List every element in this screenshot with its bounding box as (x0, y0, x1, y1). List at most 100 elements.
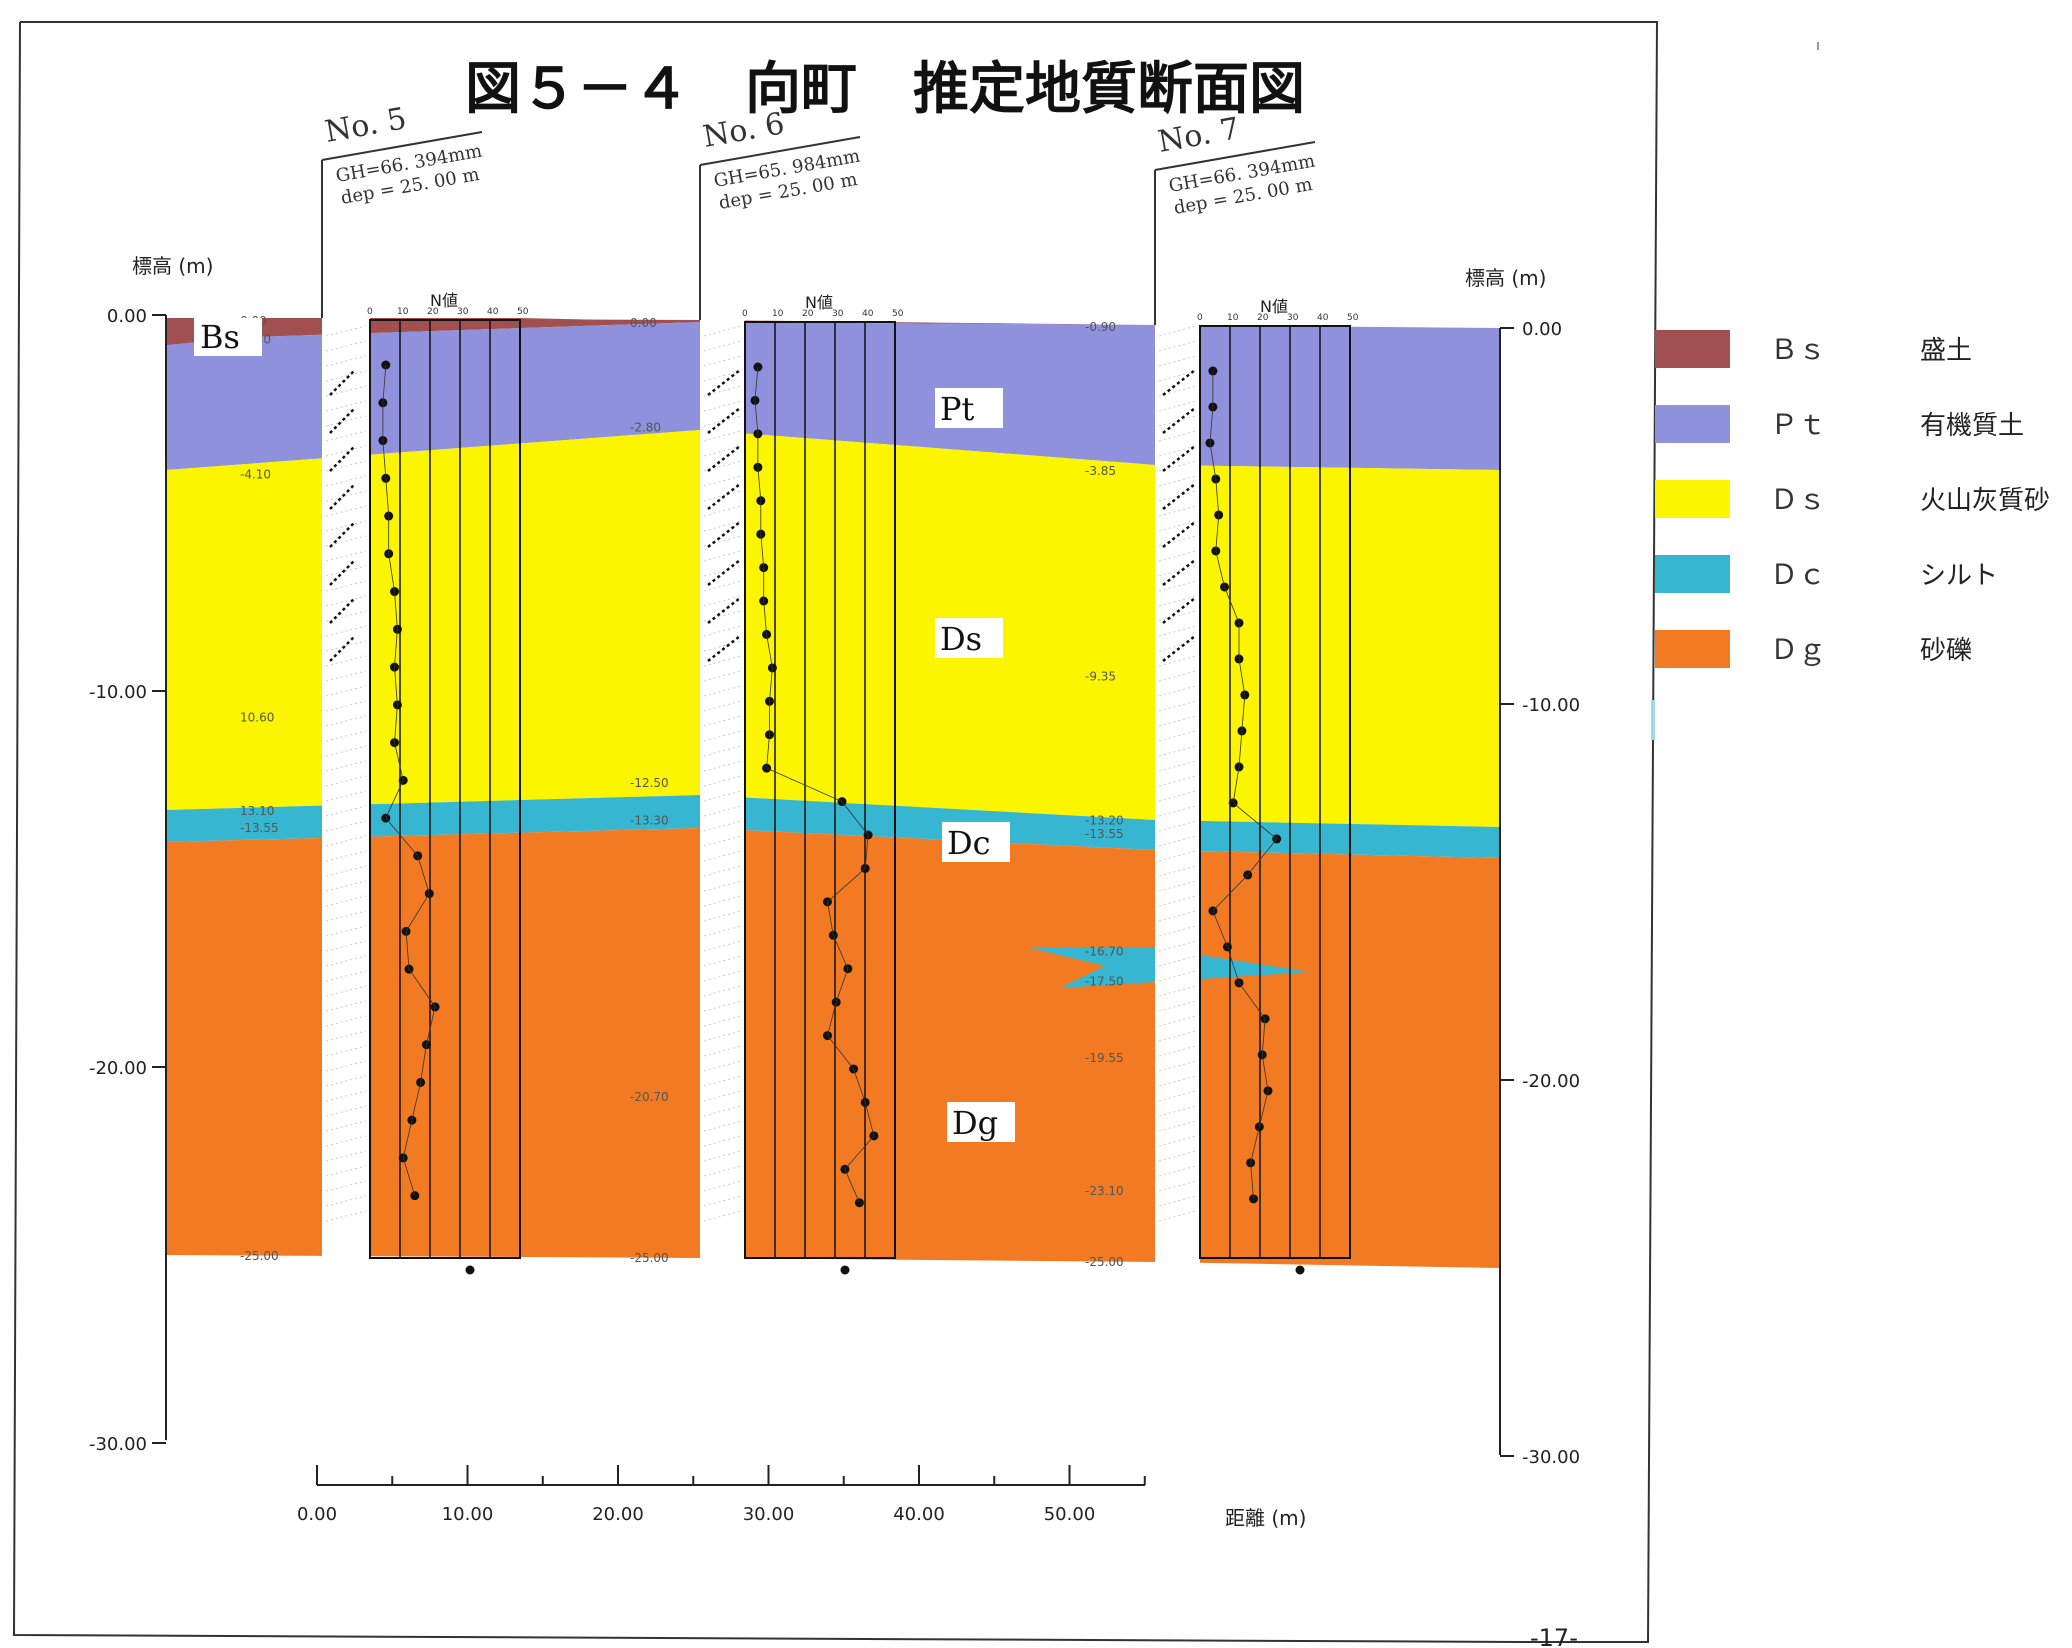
gap-hatch (325, 1135, 367, 1147)
gap-hatch (1158, 490, 1197, 502)
gap-hatch (325, 1165, 367, 1177)
gap-hatch (1158, 1135, 1197, 1147)
sample-marker (1162, 635, 1196, 662)
borehole-id: No. 5 (322, 101, 409, 150)
page-frame-top-right (20, 21, 1659, 1643)
gap-hatch (1158, 1060, 1197, 1072)
gap-hatch (703, 355, 742, 367)
gap-hatch (325, 610, 367, 622)
gap-hatch (325, 1015, 367, 1027)
page-number: -17- (1530, 1624, 1578, 1648)
gap-hatch (325, 835, 367, 847)
gap-hatch (703, 895, 742, 907)
legend-code: Ｄｓ (1770, 483, 1826, 516)
sample-marker (1162, 483, 1196, 510)
depth-label: -25.00 (240, 1249, 279, 1263)
gap-hatch (325, 430, 367, 442)
gap-hatch (703, 730, 742, 742)
legend-code: Ｄｇ (1770, 633, 1826, 666)
gap-hatch (1158, 955, 1197, 967)
gap-hatch (1158, 685, 1197, 697)
svg-text:標高 (m): 標高 (m) (1465, 266, 1546, 290)
gap-hatch (325, 970, 367, 982)
depth-label: -13.55 (240, 821, 279, 835)
borehole-column (744, 321, 896, 1259)
gap-hatch (1158, 625, 1197, 637)
elev-tick-label-left: -10.00 (89, 682, 147, 703)
sample-marker (707, 597, 741, 624)
borehole-5: 01020304050N値0.00-0.50-4.1010.6013.10-13… (240, 291, 529, 1275)
n-scale-tick: 30 (457, 307, 469, 317)
gap-hatch (1158, 970, 1197, 982)
gap-hatch (1158, 565, 1197, 577)
gap-hatch (1158, 805, 1197, 817)
gap-hatch (1158, 925, 1197, 937)
elev-tick-label-right: 0.00 (1522, 319, 1562, 340)
gap-hatch (1158, 370, 1197, 382)
gap-hatch (325, 655, 367, 667)
gap-hatch (325, 955, 367, 967)
gap-hatch (1158, 1120, 1197, 1132)
n-value-line (1209, 371, 1278, 1199)
gap-hatch (703, 1210, 742, 1222)
gap-hatch (703, 805, 742, 817)
gap-hatch (703, 985, 742, 997)
diagram-title: 図５－４ 向町 推定地質断面図 (465, 57, 1305, 122)
gap-hatch (703, 565, 742, 577)
gap-hatch (703, 1120, 742, 1132)
gap-hatch (325, 580, 367, 592)
dist-tick-label: 0.00 (297, 1504, 337, 1525)
n-scale-tick: 30 (832, 309, 844, 319)
gap-hatch (325, 490, 367, 502)
borehole-logs: 01020304050N値0.00-0.50-4.1010.6013.10-13… (240, 291, 1359, 1275)
gap-hatch (1158, 325, 1197, 337)
gap-hatch (703, 1015, 742, 1027)
sample-marker (1162, 407, 1196, 434)
gap-hatch (325, 505, 367, 517)
n-scale-tick: 10 (772, 309, 784, 319)
sample-marker (707, 635, 741, 662)
gap-hatch (325, 1090, 367, 1102)
gap-hatch (703, 1000, 742, 1012)
gap-hatch (1158, 430, 1197, 442)
gap-hatch (703, 475, 742, 487)
gap-hatch (325, 850, 367, 862)
gap-hatch (325, 880, 367, 892)
gap-hatch (325, 1030, 367, 1042)
legend-item: Ｄｃ シルト (1655, 555, 1998, 593)
borehole-column (369, 319, 521, 1259)
gap-hatch (703, 595, 742, 607)
gap-hatch (325, 775, 367, 787)
n-value-point-bottom (465, 1265, 475, 1275)
layer-label-pt: Pt (935, 388, 1003, 428)
gap-2 (1155, 310, 1200, 1275)
legend-name: 火山灰質砂 (1920, 486, 2050, 516)
gap-hatch (703, 745, 742, 757)
gap-hatch (1158, 1030, 1197, 1042)
gap-hatch (325, 1210, 367, 1222)
dist-tick-label: 30.00 (743, 1504, 795, 1525)
gap-hatch (325, 340, 367, 352)
n-scale-tick: 0 (1197, 313, 1203, 323)
gap-hatch (325, 745, 367, 757)
gap-hatch (325, 520, 367, 532)
gap-hatch (1158, 775, 1197, 787)
gap-hatch (703, 655, 742, 667)
gap-hatch (703, 580, 742, 592)
legend-item: Ｄｓ 火山灰質砂 (1655, 480, 2050, 518)
gap-hatch (325, 790, 367, 802)
gap-hatch (1158, 700, 1197, 712)
depth-label: -19.55 (1085, 1051, 1124, 1065)
depth-label: -25.00 (630, 1251, 669, 1265)
gap-hatch (325, 805, 367, 817)
gap-hatch (703, 835, 742, 847)
sample-marker (707, 521, 741, 548)
gap-hatch (325, 670, 367, 682)
gap-hatch (325, 550, 367, 562)
legend-name: 盛土 (1920, 336, 1972, 366)
gap-hatch (703, 550, 742, 562)
borehole-7: 0 10 20 30 40 50 N値 -0.90 -3.85 -9.35 -13.20-13.55… (1085, 297, 1359, 1275)
svg-text:Dg: Dg (952, 1104, 998, 1142)
gap-hatch (325, 595, 367, 607)
